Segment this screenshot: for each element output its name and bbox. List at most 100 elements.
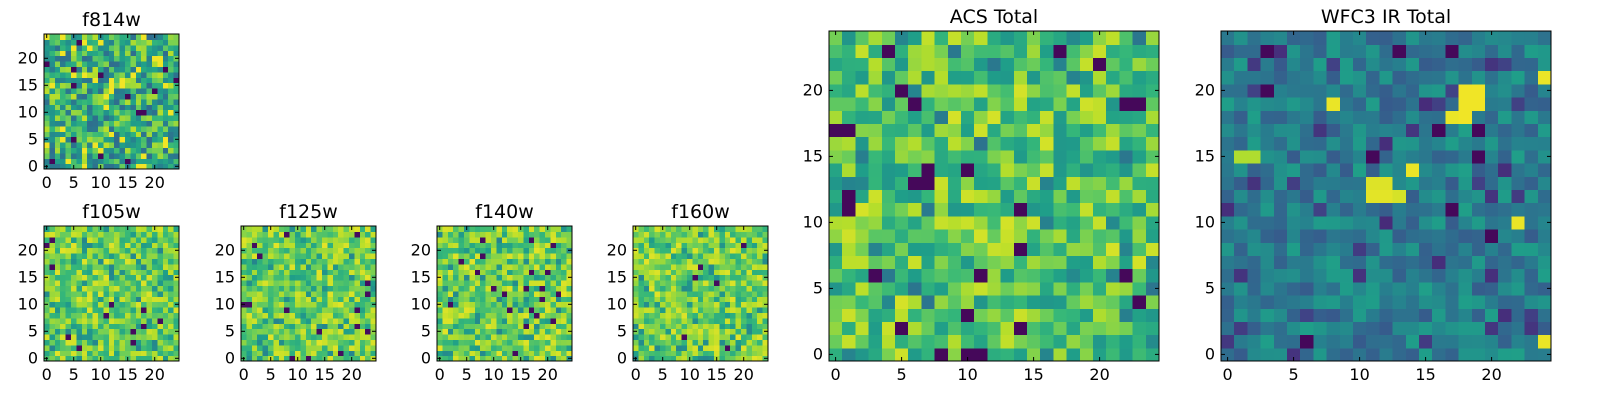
heatmap-cell <box>762 242 769 249</box>
heatmap-cell <box>135 131 142 138</box>
heatmap-cell <box>273 290 280 297</box>
heatmap-cell <box>518 247 524 254</box>
heatmap-cell <box>1260 31 1275 45</box>
heatmap-cell <box>1313 83 1328 98</box>
heatmap-cell <box>135 98 142 105</box>
heatmap-cell <box>961 229 975 243</box>
heatmap-cell <box>566 312 573 319</box>
heatmap-cell <box>60 115 67 121</box>
heatmap-cell <box>114 109 121 116</box>
heatmap-cell <box>496 280 503 286</box>
heatmap-cell <box>54 290 61 297</box>
heatmap-cell <box>746 312 753 319</box>
heatmap-cell <box>1537 202 1552 217</box>
heatmap-cell <box>173 61 180 67</box>
heatmap-cell <box>1419 149 1433 164</box>
heatmap-cell <box>1106 110 1120 124</box>
heatmap-cell <box>135 307 142 313</box>
heatmap-cell <box>528 247 535 254</box>
heatmap-cell <box>528 280 535 286</box>
heatmap-cell <box>474 317 481 324</box>
heatmap-cell <box>103 88 110 94</box>
heatmap-cell <box>458 317 465 324</box>
heatmap-cell <box>1379 163 1394 177</box>
heatmap-cell <box>1326 136 1341 151</box>
heatmap-cell <box>92 39 99 46</box>
heatmap-cell <box>98 263 104 270</box>
heatmap-cell <box>108 350 115 357</box>
heatmap-cell <box>92 55 99 62</box>
heatmap-cell <box>654 274 661 281</box>
heatmap-cell <box>730 280 737 286</box>
heatmap-cell <box>730 285 737 292</box>
x-tick-label: 10 <box>1349 365 1369 384</box>
heatmap-cell <box>295 269 301 276</box>
heatmap-cell <box>103 247 110 254</box>
heatmap-cell <box>141 231 148 238</box>
heatmap-cell <box>895 281 909 296</box>
heatmap-cell <box>146 158 153 165</box>
heatmap-cell <box>251 263 258 270</box>
heatmap-cell <box>54 50 61 57</box>
heatmap-cell <box>76 285 83 292</box>
heatmap-cell <box>60 147 67 154</box>
heatmap-cell <box>1106 136 1120 151</box>
heatmap-cell <box>961 110 975 124</box>
heatmap-cell <box>268 247 274 254</box>
heatmap-cell <box>708 350 715 357</box>
heatmap-cell <box>1485 281 1499 296</box>
heatmap-cell <box>1392 176 1407 190</box>
heatmap-cell <box>162 131 169 138</box>
heatmap-cell <box>146 323 153 330</box>
heatmap-cell <box>724 269 731 276</box>
heatmap-cell <box>273 328 280 335</box>
heatmap-cell <box>135 71 142 78</box>
heatmap-cell <box>1300 136 1314 151</box>
heatmap-cell <box>649 290 656 297</box>
heatmap-cell <box>81 50 88 57</box>
heatmap-cell <box>670 247 677 254</box>
heatmap-cell <box>103 323 110 330</box>
heatmap-cell <box>1287 176 1301 190</box>
heatmap-cell <box>735 334 742 340</box>
heatmap-cell <box>518 236 524 243</box>
heatmap-cell <box>1300 215 1314 230</box>
heatmap-cell <box>1119 31 1134 45</box>
x-tick-label: 0 <box>631 365 641 384</box>
heatmap-cell <box>1273 229 1288 243</box>
heatmap-cell <box>719 312 726 319</box>
heatmap-cell <box>98 296 104 303</box>
heatmap-cell <box>469 231 476 238</box>
heatmap-cell <box>987 149 1002 164</box>
heatmap-cell <box>1432 163 1446 177</box>
heatmap-cell <box>757 236 764 243</box>
heatmap-cell <box>1273 149 1288 164</box>
chart-title-acs: ACS Total <box>950 6 1038 28</box>
heatmap-cell <box>76 93 83 100</box>
heatmap-cell <box>921 334 936 349</box>
heatmap-cell <box>447 307 454 313</box>
heatmap-cell <box>681 296 688 303</box>
heatmap-cell <box>757 231 764 238</box>
heatmap-cell <box>676 323 683 330</box>
heatmap-cell <box>1471 308 1486 322</box>
heatmap-cell <box>507 301 514 308</box>
heatmap-cell <box>458 285 465 292</box>
heatmap-cell <box>81 296 88 303</box>
heatmap-cell <box>469 274 476 281</box>
heatmap-cell <box>1326 110 1341 124</box>
heatmap-cell <box>1419 44 1433 58</box>
heatmap-cell <box>1040 57 1054 72</box>
heatmap-cell <box>268 231 274 238</box>
heatmap-cell <box>262 285 269 292</box>
heatmap-cell <box>1119 110 1134 124</box>
heatmap-cell <box>268 301 274 308</box>
heatmap-cell <box>480 334 487 340</box>
heatmap-cell <box>1432 268 1446 283</box>
heatmap-cell <box>71 231 77 238</box>
heatmap-cell <box>1106 229 1120 243</box>
heatmap-cell <box>87 34 94 40</box>
heatmap-cell <box>1379 110 1394 124</box>
heatmap-cell <box>751 258 758 265</box>
heatmap-cell <box>638 236 645 243</box>
